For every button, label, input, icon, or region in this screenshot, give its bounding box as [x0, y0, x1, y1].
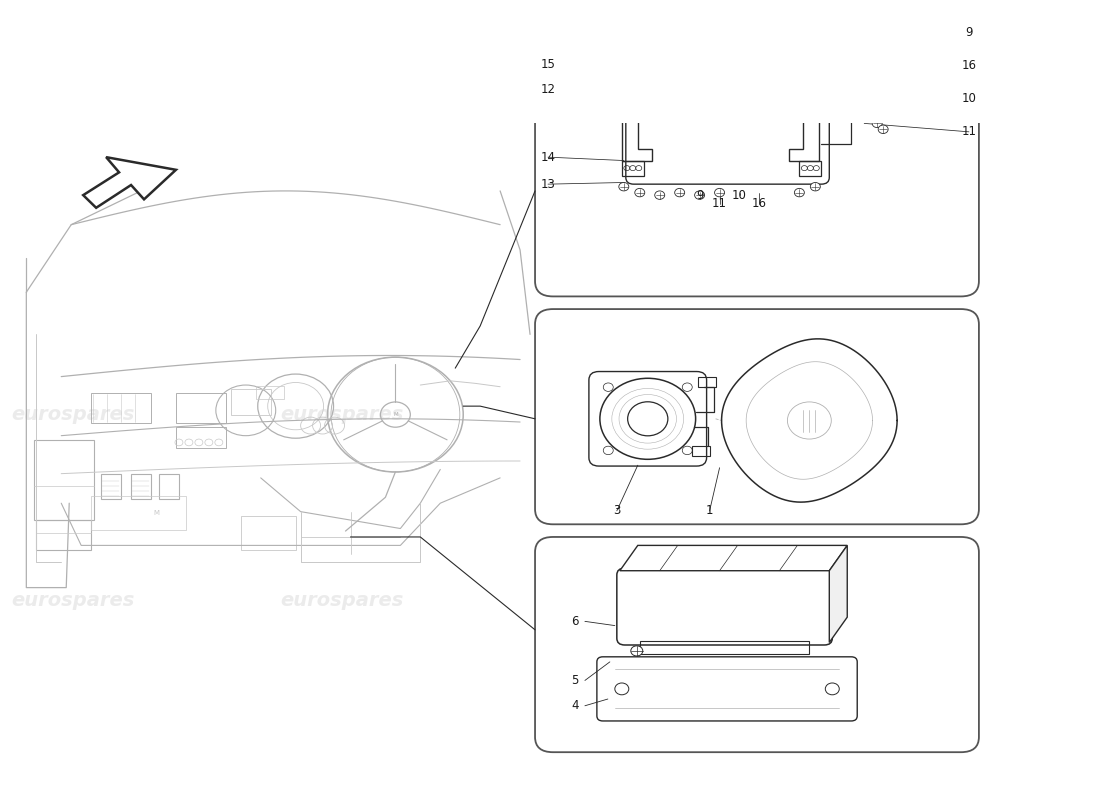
Circle shape: [878, 125, 888, 134]
Bar: [621, 161, 643, 176]
Text: M: M: [393, 412, 398, 417]
Text: 16: 16: [752, 197, 767, 210]
Bar: [241, 516, 296, 550]
Circle shape: [635, 188, 645, 197]
Circle shape: [674, 188, 684, 197]
Text: 9: 9: [965, 26, 972, 38]
Circle shape: [619, 182, 629, 191]
FancyBboxPatch shape: [597, 657, 857, 721]
Polygon shape: [619, 546, 847, 570]
Bar: [91, 497, 186, 530]
FancyBboxPatch shape: [588, 371, 706, 466]
Polygon shape: [84, 157, 176, 208]
Text: eurospares: eurospares: [580, 590, 703, 610]
Text: 16: 16: [961, 59, 977, 73]
Text: eurospares: eurospares: [11, 405, 134, 424]
Circle shape: [694, 191, 705, 199]
Bar: [160, 474, 179, 499]
Text: eurospares: eurospares: [280, 590, 404, 610]
Text: 15: 15: [540, 58, 556, 71]
Text: 10: 10: [961, 91, 977, 105]
Bar: [640, 641, 810, 654]
FancyBboxPatch shape: [535, 0, 979, 297]
FancyBboxPatch shape: [617, 568, 833, 645]
Bar: [34, 440, 95, 520]
Text: 5: 5: [571, 674, 579, 687]
Text: eurospares: eurospares: [580, 405, 703, 424]
Circle shape: [811, 182, 821, 191]
Bar: [255, 386, 284, 398]
Text: 12: 12: [540, 83, 556, 96]
FancyBboxPatch shape: [535, 537, 979, 752]
Text: 11: 11: [712, 197, 727, 210]
Bar: [851, 74, 881, 117]
Bar: [697, 377, 716, 386]
Text: 2: 2: [965, 0, 972, 3]
Bar: [231, 390, 271, 414]
Bar: [176, 427, 226, 448]
Bar: [692, 446, 710, 456]
Bar: [800, 161, 822, 176]
Polygon shape: [722, 339, 898, 502]
Circle shape: [715, 188, 725, 197]
Bar: [131, 474, 151, 499]
Polygon shape: [829, 546, 847, 642]
Text: 9: 9: [696, 189, 703, 202]
FancyBboxPatch shape: [535, 309, 979, 524]
Circle shape: [630, 646, 642, 656]
FancyBboxPatch shape: [675, 0, 780, 11]
Text: 10: 10: [733, 189, 747, 202]
Text: 11: 11: [961, 126, 977, 138]
Text: 1: 1: [706, 504, 713, 518]
Text: 13: 13: [540, 178, 556, 190]
Text: 3: 3: [613, 504, 620, 518]
Text: 14: 14: [540, 150, 556, 164]
FancyBboxPatch shape: [615, 7, 840, 88]
Text: M: M: [153, 510, 159, 516]
Bar: [176, 394, 226, 423]
Circle shape: [654, 191, 664, 199]
Text: eurospares: eurospares: [280, 405, 404, 424]
Text: 6: 6: [571, 615, 579, 628]
Circle shape: [872, 119, 882, 128]
Bar: [91, 394, 151, 423]
Text: eurospares: eurospares: [11, 590, 134, 610]
Bar: [101, 474, 121, 499]
Text: 4: 4: [571, 699, 579, 712]
FancyBboxPatch shape: [626, 81, 829, 184]
Circle shape: [794, 188, 804, 197]
